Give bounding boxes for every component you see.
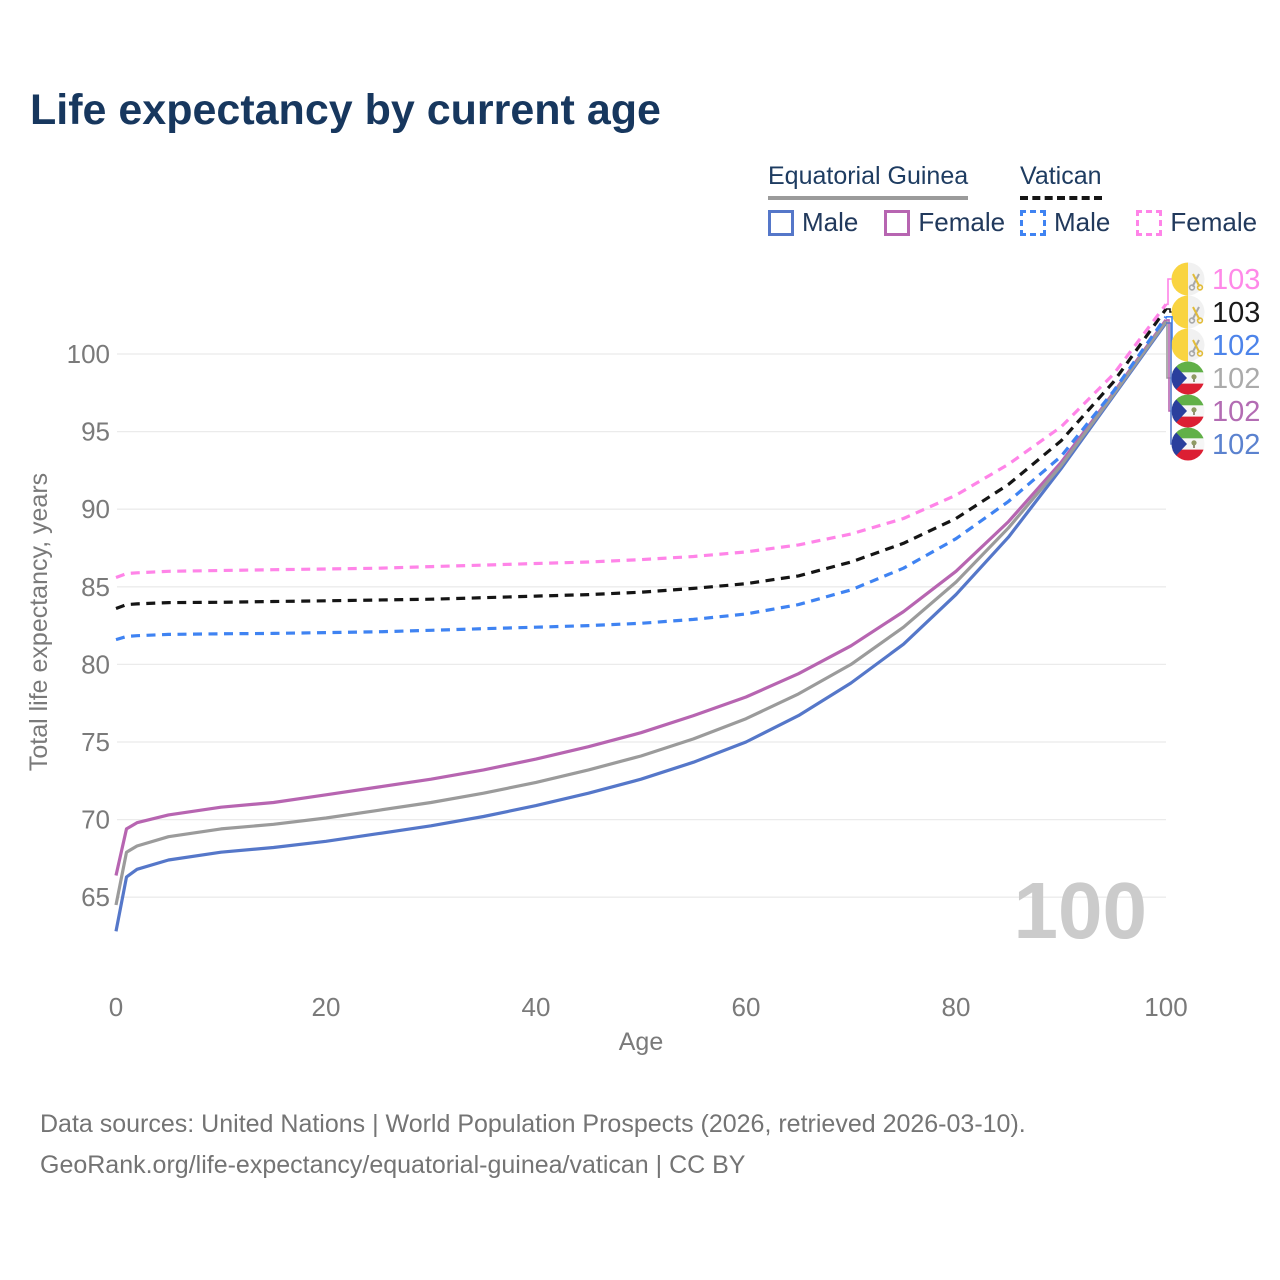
legend-country-label-vatican: Vatican bbox=[1020, 162, 1102, 200]
leader-line-equatorial-guinea-male bbox=[1166, 322, 1172, 445]
end-value-label-vatican-total: 103 bbox=[1212, 297, 1260, 329]
end-value-label-vatican-female: 103 bbox=[1212, 264, 1260, 296]
eg-female-swatch-icon bbox=[884, 209, 911, 236]
legend-item-label: Male bbox=[1054, 207, 1111, 237]
x-tick-label: 40 bbox=[522, 992, 551, 1022]
y-tick-label: 90 bbox=[81, 494, 110, 524]
page-title: Life expectancy by current age bbox=[30, 86, 661, 134]
y-tick-label: 75 bbox=[81, 727, 110, 757]
y-axis-title: Total life expectancy, years bbox=[25, 473, 53, 771]
equatorial-guinea-flag-icon bbox=[1171, 427, 1205, 461]
y-tick-label: 100 bbox=[67, 339, 110, 369]
y-tick-label: 70 bbox=[81, 805, 110, 835]
legend-items-vatican: Male Female bbox=[1020, 207, 1257, 238]
equatorial-guinea-flag-icon bbox=[1171, 394, 1205, 428]
series-line-vatican-female bbox=[115, 303, 1168, 579]
legend-item-vatican-female[interactable]: Female bbox=[1136, 207, 1257, 238]
y-tick-label: 85 bbox=[81, 572, 110, 602]
leader-line-vatican-total bbox=[1166, 308, 1172, 313]
age-watermark: 100 bbox=[1014, 866, 1147, 955]
eg-male-swatch-icon bbox=[768, 209, 794, 236]
vatican-male-swatch-icon bbox=[1020, 209, 1046, 236]
legend-items-equatorial-guinea: Male Female bbox=[768, 207, 1005, 238]
x-tick-label: 100 bbox=[1144, 992, 1187, 1022]
vatican-female-swatch-icon bbox=[1136, 209, 1163, 236]
end-value-label-vatican-male: 102 bbox=[1212, 330, 1260, 362]
vatican-flag-icon bbox=[1171, 262, 1205, 296]
chart-footer: Data sources: United Nations | World Pop… bbox=[40, 1104, 1026, 1186]
series-line-equatorial-guinea-total bbox=[114, 320, 1168, 906]
x-axis-title: Age bbox=[619, 1028, 663, 1056]
vatican-flag-icon bbox=[1171, 295, 1205, 329]
leader-line-vatican-female bbox=[1166, 278, 1172, 306]
series-line-equatorial-guinea-female bbox=[114, 318, 1168, 876]
x-tick-label: 60 bbox=[732, 992, 761, 1022]
y-tick-label: 65 bbox=[81, 882, 110, 912]
y-tick-label: 80 bbox=[81, 649, 110, 679]
legend-item-label: Female bbox=[918, 207, 1006, 237]
end-value-label-equatorial-guinea-female: 102 bbox=[1212, 396, 1260, 428]
x-tick-label: 80 bbox=[942, 992, 971, 1022]
legend-item-label: Female bbox=[1170, 207, 1258, 237]
legend-group-equatorial-guinea: Equatorial Guinea Male Female bbox=[768, 162, 1005, 238]
end-value-label-equatorial-guinea-male: 102 bbox=[1212, 429, 1260, 461]
legend-group-vatican: Vatican Male Female bbox=[1020, 162, 1257, 238]
legend-country-label-equatorial-guinea: Equatorial Guinea bbox=[768, 162, 969, 200]
vatican-flag-icon bbox=[1171, 328, 1205, 362]
y-tick-label: 95 bbox=[81, 417, 110, 447]
x-tick-label: 20 bbox=[312, 992, 341, 1022]
legend-item-label: Male bbox=[802, 207, 859, 237]
series-line-vatican-male bbox=[115, 315, 1168, 642]
series-line-vatican-total bbox=[115, 308, 1168, 610]
series-line-equatorial-guinea-male bbox=[114, 322, 1168, 932]
x-tick-label: 0 bbox=[109, 992, 123, 1022]
data-sources-text: Data sources: United Nations | World Pop… bbox=[40, 1110, 1026, 1138]
equatorial-guinea-flag-icon bbox=[1171, 361, 1205, 395]
legend-item-eg-female[interactable]: Female bbox=[884, 207, 1005, 238]
legend-item-eg-male[interactable]: Male bbox=[768, 207, 858, 238]
legend-item-vatican-male[interactable]: Male bbox=[1020, 207, 1110, 238]
attribution-text: GeoRank.org/life-expectancy/equatorial-g… bbox=[40, 1151, 746, 1179]
end-value-label-equatorial-guinea-total: 102 bbox=[1212, 363, 1260, 395]
